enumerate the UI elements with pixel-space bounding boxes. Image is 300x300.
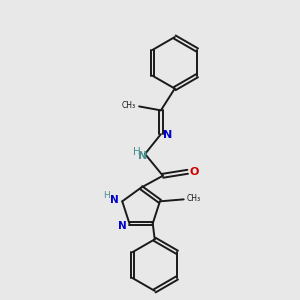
Text: H: H [133, 147, 141, 157]
Text: N: N [138, 151, 148, 161]
Text: N: N [118, 221, 127, 232]
Text: CH₃: CH₃ [187, 194, 201, 203]
Text: N: N [110, 195, 119, 205]
Text: CH₃: CH₃ [122, 101, 136, 110]
Text: H: H [103, 191, 110, 200]
Text: N: N [163, 130, 172, 140]
Text: O: O [190, 167, 199, 177]
